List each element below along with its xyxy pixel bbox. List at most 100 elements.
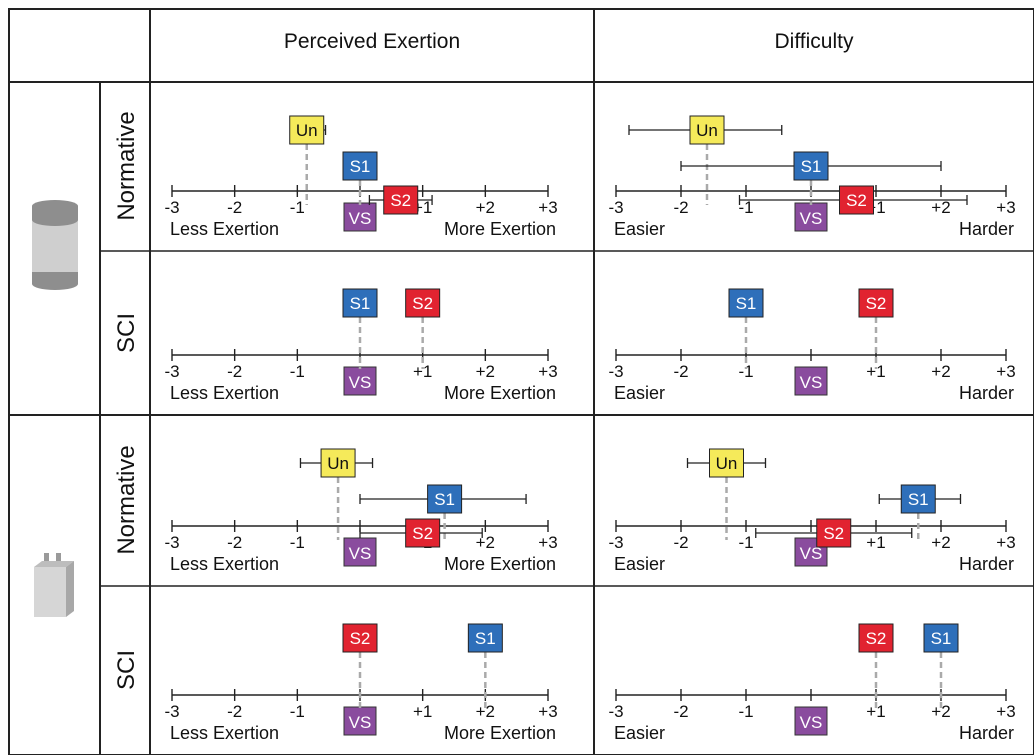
panel-wall-plug-sci-exertion: -3 -2 -1 VS +1 +2 +3 Less Exertion More Exertion… <box>150 586 594 755</box>
tick-label: -2 <box>227 362 242 381</box>
axis-label-left: Less Exertion <box>170 219 279 239</box>
point-label-s2: S2 <box>823 524 844 543</box>
point-label-s1: S1 <box>350 294 371 313</box>
axis-label-right: Harder <box>959 554 1014 574</box>
tick-label: +1 <box>413 362 432 381</box>
tick-label: +3 <box>538 362 557 381</box>
panel-cylinder-sci-exertion: -3 -2 -1 VS +1 +2 +3 Less Exertion More Exertion… <box>150 251 594 415</box>
point-box-un <box>320 448 356 478</box>
tick-label: +2 <box>931 362 950 381</box>
axis-label-left: Easier <box>614 383 665 403</box>
tick-label: -2 <box>673 702 688 721</box>
tick-label: +2 <box>476 533 495 552</box>
tick-label: -3 <box>608 362 623 381</box>
reference-vs-label: VS <box>800 544 823 563</box>
row-label-wall-plug-sci: SCI <box>113 649 140 691</box>
point-label-s1: S1 <box>434 490 455 509</box>
tick-label: -3 <box>164 702 179 721</box>
tick-label: -1 <box>738 362 753 381</box>
point-label-s2: S2 <box>412 524 433 543</box>
axis-label-right: More Exertion <box>444 554 556 574</box>
panel-cylinder-sci-difficulty: -3 -2 -1 VS +1 +2 +3 Easier Harder S1 S2 <box>594 251 1034 415</box>
point-label-s2: S2 <box>866 629 887 648</box>
tick-label: -1 <box>290 362 305 381</box>
reference-vs-label: VS <box>349 373 372 392</box>
point-label-s2: S2 <box>390 191 411 210</box>
reference-vs-label: VS <box>349 209 372 228</box>
axis-label-left: Easier <box>614 219 665 239</box>
point-box-s1 <box>923 623 959 653</box>
tick-label: +3 <box>538 702 557 721</box>
point-label-s2: S2 <box>350 629 371 648</box>
point-label-s1: S1 <box>801 157 822 176</box>
point-box-s1 <box>467 623 503 653</box>
point-label-s1: S1 <box>736 294 757 313</box>
axis-label-left: Easier <box>614 723 665 743</box>
point-label-s2: S2 <box>846 191 867 210</box>
point-box-s1 <box>342 288 378 318</box>
column-header-perceived-exertion: Perceived Exertion <box>283 30 461 53</box>
tick-label: +3 <box>996 198 1015 217</box>
tick-label: -1 <box>738 702 753 721</box>
panel-wall-plug-sci-difficulty: -3 -2 -1 VS +1 +2 +3 Easier Harder S2 S1 <box>594 586 1034 755</box>
point-box-s1 <box>427 484 463 514</box>
tick-label: +1 <box>413 702 432 721</box>
point-box-s2 <box>383 185 419 215</box>
scale-chart: -3 -2 -1 VS +1 +2 +3 Easier Harder Un S1 S2 <box>608 448 1016 574</box>
reference-vs-label: VS <box>349 713 372 732</box>
tick-label: -2 <box>227 198 242 217</box>
reference-vs-box <box>794 366 828 396</box>
axis-label-right: More Exertion <box>444 383 556 403</box>
point-label-un: Un <box>327 454 349 473</box>
tick-label: -1 <box>290 533 305 552</box>
point-box-s2 <box>405 518 441 548</box>
tick-label: +3 <box>996 533 1015 552</box>
tick-label: +2 <box>476 362 495 381</box>
tick-label: -2 <box>227 702 242 721</box>
tick-label: -3 <box>608 198 623 217</box>
axis-label-right: Harder <box>959 723 1014 743</box>
reference-vs-label: VS <box>800 713 823 732</box>
reference-vs-box <box>343 706 377 736</box>
point-label-s2: S2 <box>866 294 887 313</box>
tick-label: -2 <box>673 362 688 381</box>
axis-label-right: More Exertion <box>444 219 556 239</box>
reference-vs-box <box>343 537 377 567</box>
point-label-un: Un <box>296 121 318 140</box>
panel-wall-plug-normative-difficulty: -3 -2 -1 VS +1 +2 +3 Easier Harder Un S1 S2 <box>594 415 1034 586</box>
point-label-s1: S1 <box>931 629 952 648</box>
reference-vs-box <box>794 706 828 736</box>
point-label-s1: S1 <box>908 490 929 509</box>
cylinder-icon <box>32 200 78 290</box>
scale-chart: -3 -2 -1 VS +1 +2 +3 Less Exertion More Exertion… <box>164 288 558 403</box>
tick-label: +1 <box>866 362 885 381</box>
reference-vs-label: VS <box>349 544 372 563</box>
tick-label: +3 <box>538 533 557 552</box>
tick-label: -1 <box>738 198 753 217</box>
tick-label: -1 <box>738 533 753 552</box>
axis-label-left: Easier <box>614 554 665 574</box>
reference-vs-label: VS <box>800 209 823 228</box>
column-header-difficulty: Difficulty <box>774 30 854 53</box>
axis-label-left: Less Exertion <box>170 383 279 403</box>
scale-chart: -3 -2 -1 VS +1 +2 +3 Easier Harder S2 S1 <box>608 623 1016 743</box>
point-label-un: Un <box>716 454 738 473</box>
tick-label: -3 <box>608 533 623 552</box>
tick-label: +3 <box>538 198 557 217</box>
tick-label: +2 <box>931 533 950 552</box>
point-box-s1 <box>342 151 378 181</box>
scale-chart: -3 -2 -1 VS +1 +2 +3 Easier Harder S1 S2 <box>608 288 1016 403</box>
tick-label: -3 <box>164 533 179 552</box>
tick-label: -3 <box>164 362 179 381</box>
point-box-s2 <box>858 288 894 318</box>
tick-label: -2 <box>673 533 688 552</box>
row-label-wall-plug-normative: Normative <box>113 445 140 555</box>
axis-label-right: Harder <box>959 383 1014 403</box>
tick-label: +3 <box>996 702 1015 721</box>
tick-label: +1 <box>866 533 885 552</box>
point-box-s2 <box>816 518 852 548</box>
